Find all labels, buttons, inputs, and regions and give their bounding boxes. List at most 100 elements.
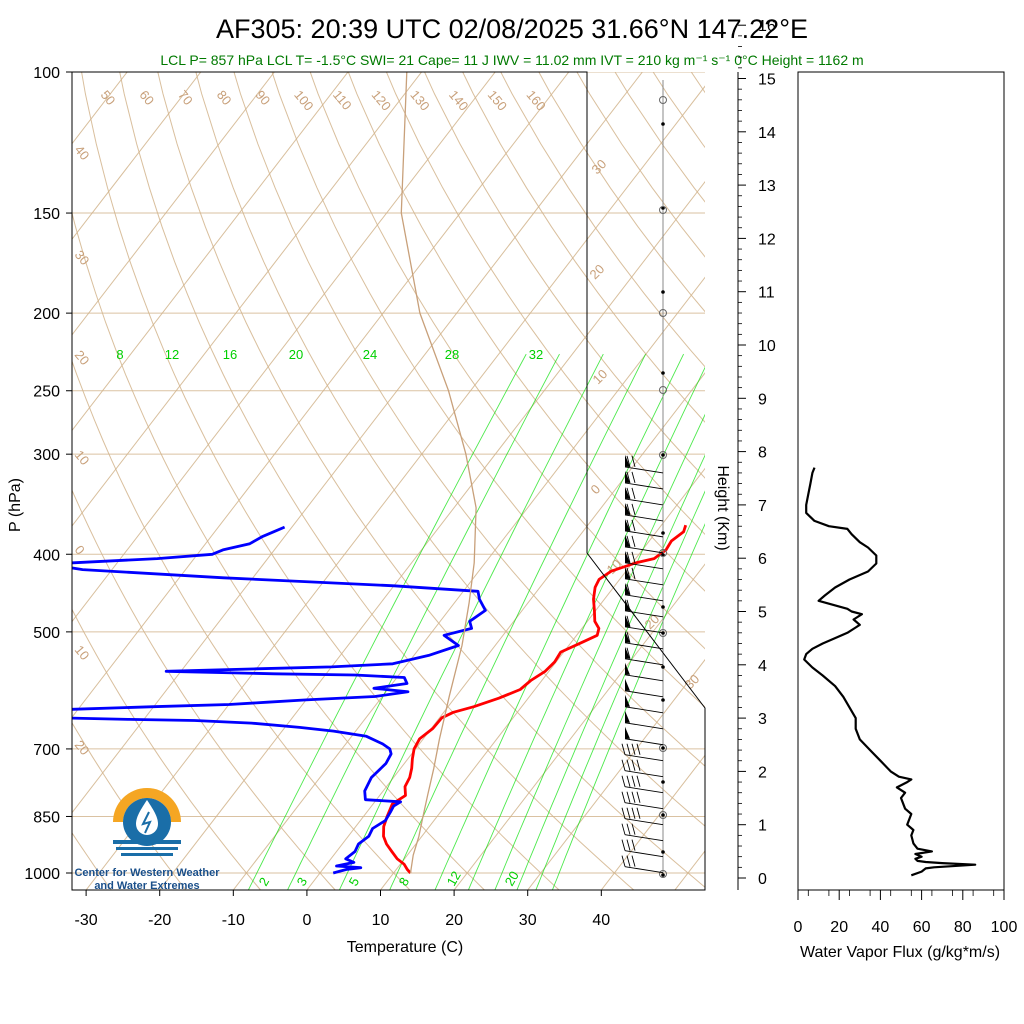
pressure-tick-label: 150 — [33, 206, 60, 223]
wind-barb-shaft — [624, 722, 664, 730]
wind-feather — [626, 519, 631, 531]
wind-barb-shaft — [624, 642, 664, 650]
flux-axes: 0 20 40 60 80 100 — [794, 890, 1018, 936]
isotherm-line — [72, 72, 349, 432]
mixing-ratio-line — [551, 523, 705, 890]
wind-barb — [624, 454, 664, 474]
height-tick-label: 16 — [758, 18, 776, 35]
wind-barb-shaft — [624, 706, 664, 714]
dry-adiabat-line — [119, 72, 635, 890]
parcel-line — [400, 72, 477, 874]
wind-feather — [621, 775, 626, 787]
height-tick-label: 12 — [758, 231, 776, 248]
wind-level-dot — [661, 746, 665, 750]
wind-feather — [626, 615, 631, 627]
dry-adiabat-line — [72, 831, 112, 890]
wind-barb — [621, 759, 664, 778]
wind-feather — [626, 647, 631, 659]
wind-barb-shaft — [624, 802, 664, 810]
wind-feather — [626, 455, 631, 468]
flux-tick-label: 80 — [954, 919, 972, 936]
wind-barb — [624, 502, 664, 522]
dry-adiabat-line — [157, 72, 705, 888]
wind-feather — [636, 775, 641, 787]
wind-barb — [621, 855, 664, 874]
skewt-series — [72, 72, 688, 875]
dry-adiabat-line — [72, 211, 486, 890]
temperature-tick-label: 0 — [302, 912, 311, 929]
wind-feather — [626, 823, 631, 835]
mixing-ratio-top-label: 28 — [445, 347, 459, 362]
wind-barb-shaft — [624, 770, 664, 778]
mixing-ratio-top-label: 12 — [165, 347, 179, 362]
height-tick-label: 8 — [758, 445, 767, 462]
pressure-tick-label: 700 — [33, 742, 60, 759]
flux-series — [803, 467, 977, 877]
wind-barb-shaft — [624, 626, 664, 634]
temperature-line — [382, 524, 688, 874]
wind-feather — [631, 471, 636, 484]
wind-calm-marker — [659, 629, 667, 637]
wind-feather — [626, 487, 631, 500]
wind-barb — [624, 470, 664, 490]
dry-adiabat-line — [72, 488, 336, 890]
wind-feather — [626, 839, 631, 851]
wind-pennant — [625, 726, 630, 739]
wind-barb — [624, 566, 664, 586]
wind-feather — [631, 455, 636, 468]
wind-feather — [626, 855, 631, 867]
wind-barb-shaft — [624, 754, 664, 762]
wind-barb-shaft — [624, 866, 664, 874]
pressure-tick-label: 1000 — [24, 866, 60, 883]
isotherm-line — [0, 35, 8, 899]
skewt-overlay-labels: 50 60 70 80 90 100 110 120 130 140 150 160403020100… — [72, 87, 703, 888]
wind-barb — [624, 678, 664, 698]
pressure-tick-label: 250 — [33, 384, 60, 401]
wind-calm-marker — [659, 96, 667, 104]
height-tick-label: 13 — [758, 178, 776, 195]
isotherm-line — [72, 72, 276, 336]
height-tick-label: 7 — [758, 498, 767, 515]
pressure-tick-label: 500 — [33, 625, 60, 642]
wind-calm-marker — [659, 386, 667, 394]
dry-adiabat-line — [72, 359, 411, 890]
wind-barb — [624, 662, 664, 682]
mixing-ratio-line — [338, 353, 604, 890]
wind-barb — [624, 630, 664, 650]
wind-calm-marker — [659, 206, 667, 214]
wind-feather — [631, 567, 636, 579]
dry-adiabat-line — [385, 72, 705, 535]
wind-barb — [624, 582, 664, 602]
pressure-axis-label: P (hPa) — [7, 478, 24, 532]
temperature-tick-label: 40 — [592, 912, 610, 929]
wind-feather — [626, 759, 631, 771]
flux-tick-label: 20 — [830, 919, 848, 936]
mixing-ratio-bottom-label: 20 — [502, 868, 522, 888]
wind-feather — [631, 759, 636, 771]
wind-barb-shaft — [624, 562, 664, 570]
wind-barb-shaft — [624, 594, 664, 602]
wind-feather — [621, 791, 626, 803]
height-tick-label: 1 — [758, 818, 767, 835]
wind-level-dot — [661, 553, 665, 557]
wind-pennant — [625, 662, 630, 675]
flux-tick-label: 0 — [794, 919, 803, 936]
wind-barb — [621, 823, 664, 842]
mixing-ratio-line — [287, 353, 560, 890]
wind-feather — [626, 471, 631, 484]
flux-tick-label: 100 — [991, 919, 1018, 936]
isotherm-line — [0, 35, 82, 899]
temperature-axis-label: Temperature (C) — [347, 939, 463, 956]
wind-barb — [624, 518, 664, 538]
chart-title: AF305: 20:39 UTC 02/08/2025 31.66°N 147.… — [216, 14, 808, 44]
wind-feather — [636, 743, 641, 755]
skewt-panel: 50 60 70 80 90 100 110 120 130 140 150 160403020100… — [0, 18, 776, 956]
height-tick-label: 15 — [758, 72, 776, 89]
wind-feather — [621, 743, 626, 755]
wind-level-dot — [661, 698, 665, 702]
wind-feather — [636, 791, 641, 803]
wind-feather — [626, 807, 631, 819]
mixing-ratio-line — [247, 353, 527, 890]
dewpoint-line — [72, 525, 487, 875]
